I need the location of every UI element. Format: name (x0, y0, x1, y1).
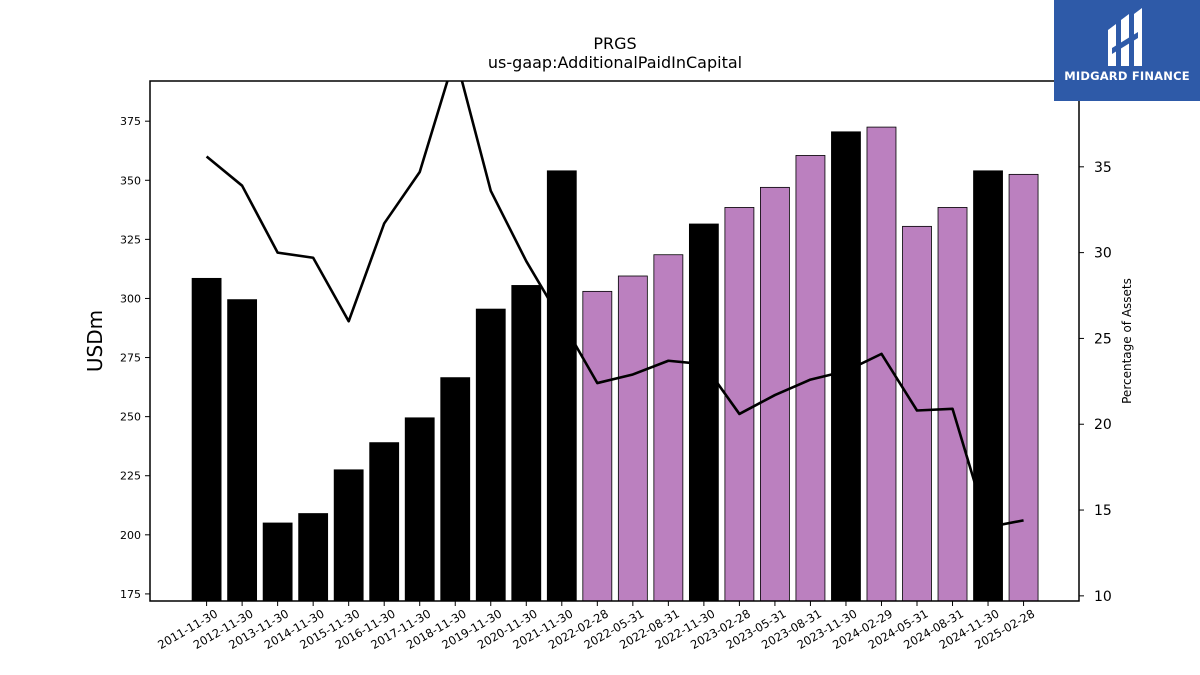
y2-tick-label: 15 (1094, 503, 1112, 519)
bar-2025-02-28 (1008, 173, 1039, 601)
y-tick-label: 200 (120, 529, 141, 542)
brand-name: MIDGARD FINANCE (1064, 69, 1190, 83)
y2-axis: 10 15 20 25 30 35 (1079, 160, 1112, 605)
y2-tick-label: 10 (1094, 589, 1112, 605)
bar-2024-11-30 (973, 170, 1003, 601)
y-tick-label: 225 (120, 470, 141, 483)
bar-2012-11-30 (227, 299, 258, 601)
bar-2024-05-31 (902, 225, 932, 601)
y2-tick-label: 35 (1094, 160, 1112, 176)
bar-2024-02-29 (866, 126, 897, 601)
x-axis: 2011-11-302012-11-302013-11-302014-11-30… (155, 601, 1037, 652)
y-tick-label: 250 (120, 411, 141, 424)
y-axis: 175 200 225 250 275 300 325 350 375 (120, 115, 150, 601)
bar-2022-11-30 (688, 223, 719, 601)
bar-2015-11-30 (333, 469, 364, 601)
line-layer (205, 81, 1024, 529)
chart-subtitle: us-gaap:AdditionalPaidInCapital (488, 53, 742, 72)
bar-2018-11-30 (440, 377, 471, 601)
bar-2022-02-28 (582, 290, 613, 601)
bar-2024-08-31 (937, 207, 968, 601)
percentage-line (205, 81, 1024, 529)
bar-2021-11-30 (546, 170, 577, 601)
bar-2022-05-31 (617, 275, 648, 601)
bar-2019-11-30 (475, 308, 506, 601)
bar-2011-11-30 (191, 277, 222, 601)
y-tick-label: 300 (120, 292, 141, 305)
bar-2023-02-28 (724, 207, 755, 601)
bar-2013-11-30 (262, 522, 293, 601)
bars-layer (191, 126, 1039, 601)
bar-2022-08-31 (653, 254, 684, 601)
y-tick-label: 325 (120, 233, 141, 246)
y2-tick-label: 25 (1094, 331, 1112, 347)
bar-2014-11-30 (298, 513, 329, 601)
bar-2020-11-30 (511, 285, 542, 601)
bar-2016-11-30 (369, 442, 400, 601)
y2-tick-label: 30 (1094, 246, 1112, 262)
y-tick-label: 350 (120, 174, 141, 187)
y2-axis-label: Percentage of Assets (1120, 278, 1134, 404)
plot-frame (149, 80, 1080, 602)
y-tick-label: 275 (120, 352, 141, 365)
y-axis-label: USDm (83, 310, 107, 372)
y-tick-label: 375 (120, 115, 141, 128)
midgard-logo-icon (1108, 8, 1142, 66)
chart-title: PRGS (593, 34, 636, 53)
y-tick-label: 175 (120, 588, 141, 601)
y2-tick-label: 20 (1094, 417, 1112, 433)
brand-logo: MIDGARD FINANCE (1054, 0, 1200, 101)
bar-2017-11-30 (404, 417, 435, 601)
